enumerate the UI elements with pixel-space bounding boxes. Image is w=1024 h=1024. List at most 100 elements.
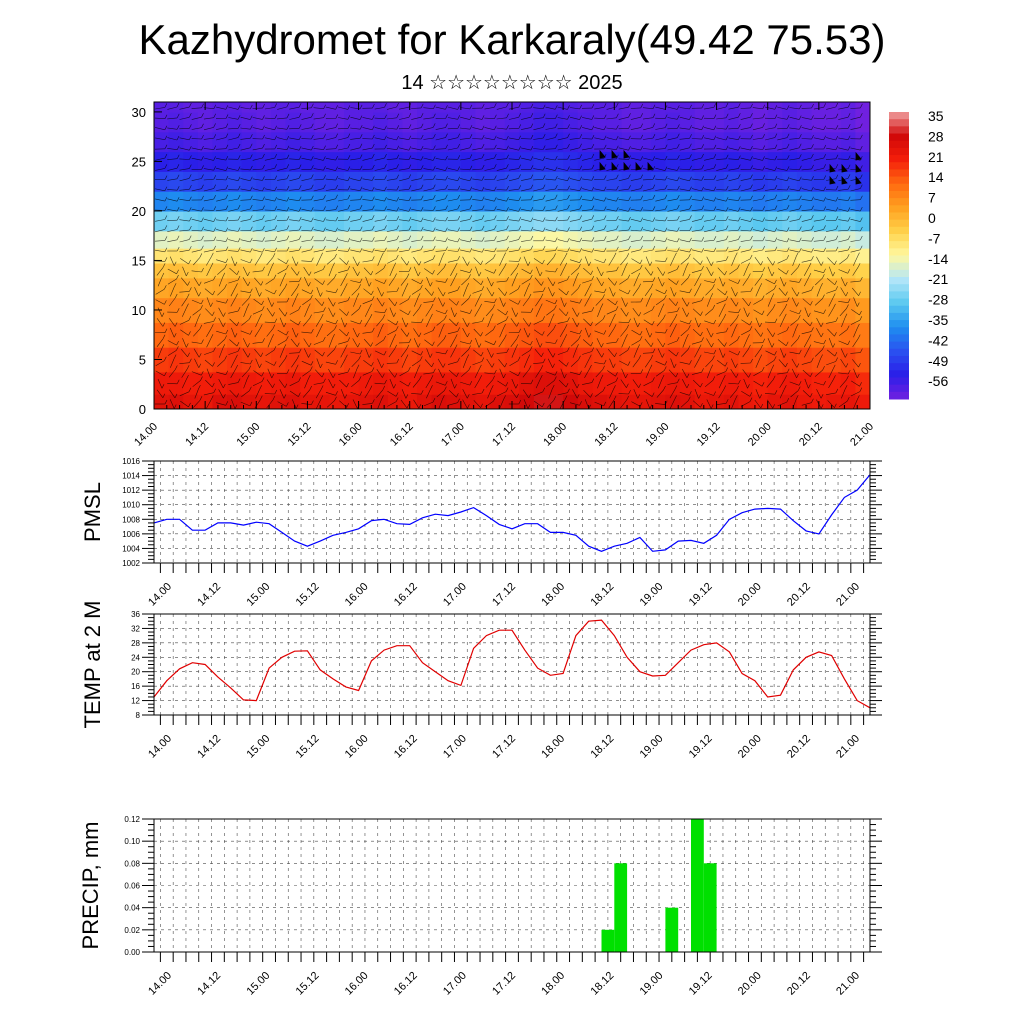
heatmap-cell <box>490 277 506 299</box>
colorbar-band <box>889 162 909 170</box>
wind-barb <box>447 178 458 181</box>
wind-barb <box>203 229 214 232</box>
wind-barb-flag <box>845 353 848 358</box>
wind-barb <box>789 158 800 161</box>
wind-barb <box>496 391 507 397</box>
wind-barb-flag <box>445 205 448 210</box>
heatmap-cell <box>782 111 798 133</box>
wind-barb <box>462 256 468 266</box>
wind-barb <box>557 137 568 141</box>
wind-barb-flag <box>381 252 384 257</box>
heatmap-cell <box>270 102 287 113</box>
wind-barb <box>777 301 788 303</box>
panel-frame <box>153 460 871 564</box>
wind-barb <box>313 178 324 181</box>
wind-barb <box>203 168 214 171</box>
wind-barb-flag <box>689 319 692 325</box>
wind-barb-flag <box>298 113 302 118</box>
heatmap-cell <box>606 171 623 192</box>
wind-barb <box>206 297 211 307</box>
precip-bar <box>601 929 615 952</box>
wind-barb <box>426 348 431 358</box>
wind-barb-flag <box>466 354 470 359</box>
wind-barb-flag <box>201 123 204 128</box>
wind-barb <box>350 158 361 161</box>
wind-barb <box>179 106 190 110</box>
wind-barb-flag <box>834 332 837 337</box>
y-tick-label: 5 <box>139 352 146 367</box>
wind-barb-flag <box>725 296 729 301</box>
wind-barb-flag <box>225 166 229 171</box>
wind-barb-flag <box>164 103 168 108</box>
wind-barb-flag <box>225 114 229 119</box>
wind-barb-flag <box>712 304 716 310</box>
wind-barb-flag <box>262 115 265 120</box>
heatmap-cell <box>256 171 272 192</box>
wind-barb-flag <box>530 206 534 212</box>
heatmap-cell <box>300 131 316 153</box>
wind-barb <box>203 321 214 324</box>
wind-barb <box>277 258 287 265</box>
wind-barb <box>667 147 678 151</box>
wind-barb-flag <box>835 154 839 159</box>
heatmap-cell <box>650 277 667 299</box>
wind-barb-flag <box>162 263 166 268</box>
wind-barb-flag <box>494 236 497 241</box>
wind-barb-flag <box>262 237 265 242</box>
wind-barb <box>791 368 797 379</box>
wind-barb <box>520 107 532 109</box>
wind-barb-flag <box>551 384 555 390</box>
wind-barb <box>180 258 189 265</box>
wind-barb <box>521 209 531 212</box>
wind-barb <box>728 168 739 171</box>
wind-barb <box>339 328 347 337</box>
colorbar-band <box>889 183 909 192</box>
wind-barb-flag <box>591 176 595 181</box>
heatmap-cell <box>183 371 199 395</box>
wind-barb-flag <box>616 125 619 130</box>
wind-barb <box>545 371 556 376</box>
wind-barb-flag <box>591 153 595 159</box>
wind-barb-flag <box>613 363 616 368</box>
wind-barb <box>316 399 322 409</box>
wind-barb-flag <box>345 344 348 349</box>
heatmap-cell <box>563 111 579 133</box>
heatmap-cell <box>548 191 564 212</box>
wind-barb <box>252 199 263 201</box>
wind-barb-flag <box>286 125 290 130</box>
wind-barb <box>301 178 312 181</box>
wind-barb <box>289 117 300 120</box>
wind-barb-flag <box>713 103 717 108</box>
wind-barb <box>827 257 835 266</box>
heatmap-cell <box>694 297 710 323</box>
wind-barb-flag <box>198 313 201 318</box>
wind-barb <box>814 298 823 306</box>
wind-barb-flag <box>234 333 238 338</box>
wind-barb <box>655 148 666 150</box>
heatmap-cell <box>270 277 287 299</box>
wind-barb <box>400 348 408 358</box>
wind-barb <box>607 277 615 286</box>
wind-barb-flag <box>396 225 399 230</box>
wind-barb <box>777 239 788 243</box>
wind-barb-flag <box>565 311 569 316</box>
y-axis-label: TEMP at 2 M <box>80 601 105 729</box>
wind-barb-flag <box>698 273 702 278</box>
wind-barb <box>581 199 593 201</box>
heatmap-cell <box>665 248 681 264</box>
wind-barb <box>377 327 382 338</box>
heatmap-cell <box>373 371 389 395</box>
wind-barb <box>752 188 763 192</box>
wind-barb <box>301 157 312 161</box>
heatmap-cell <box>417 131 433 153</box>
heatmap-cell <box>577 131 593 153</box>
wind-barb <box>350 137 361 140</box>
wind-barb <box>607 349 615 357</box>
wind-barb <box>523 256 529 266</box>
colorbar-label: 7 <box>928 190 936 206</box>
wind-barb-flag <box>176 340 179 346</box>
wind-barb-flag <box>540 303 543 308</box>
wind-barb-flag <box>774 123 778 128</box>
wind-barb <box>216 259 226 263</box>
wind-barb-flag <box>725 256 729 261</box>
